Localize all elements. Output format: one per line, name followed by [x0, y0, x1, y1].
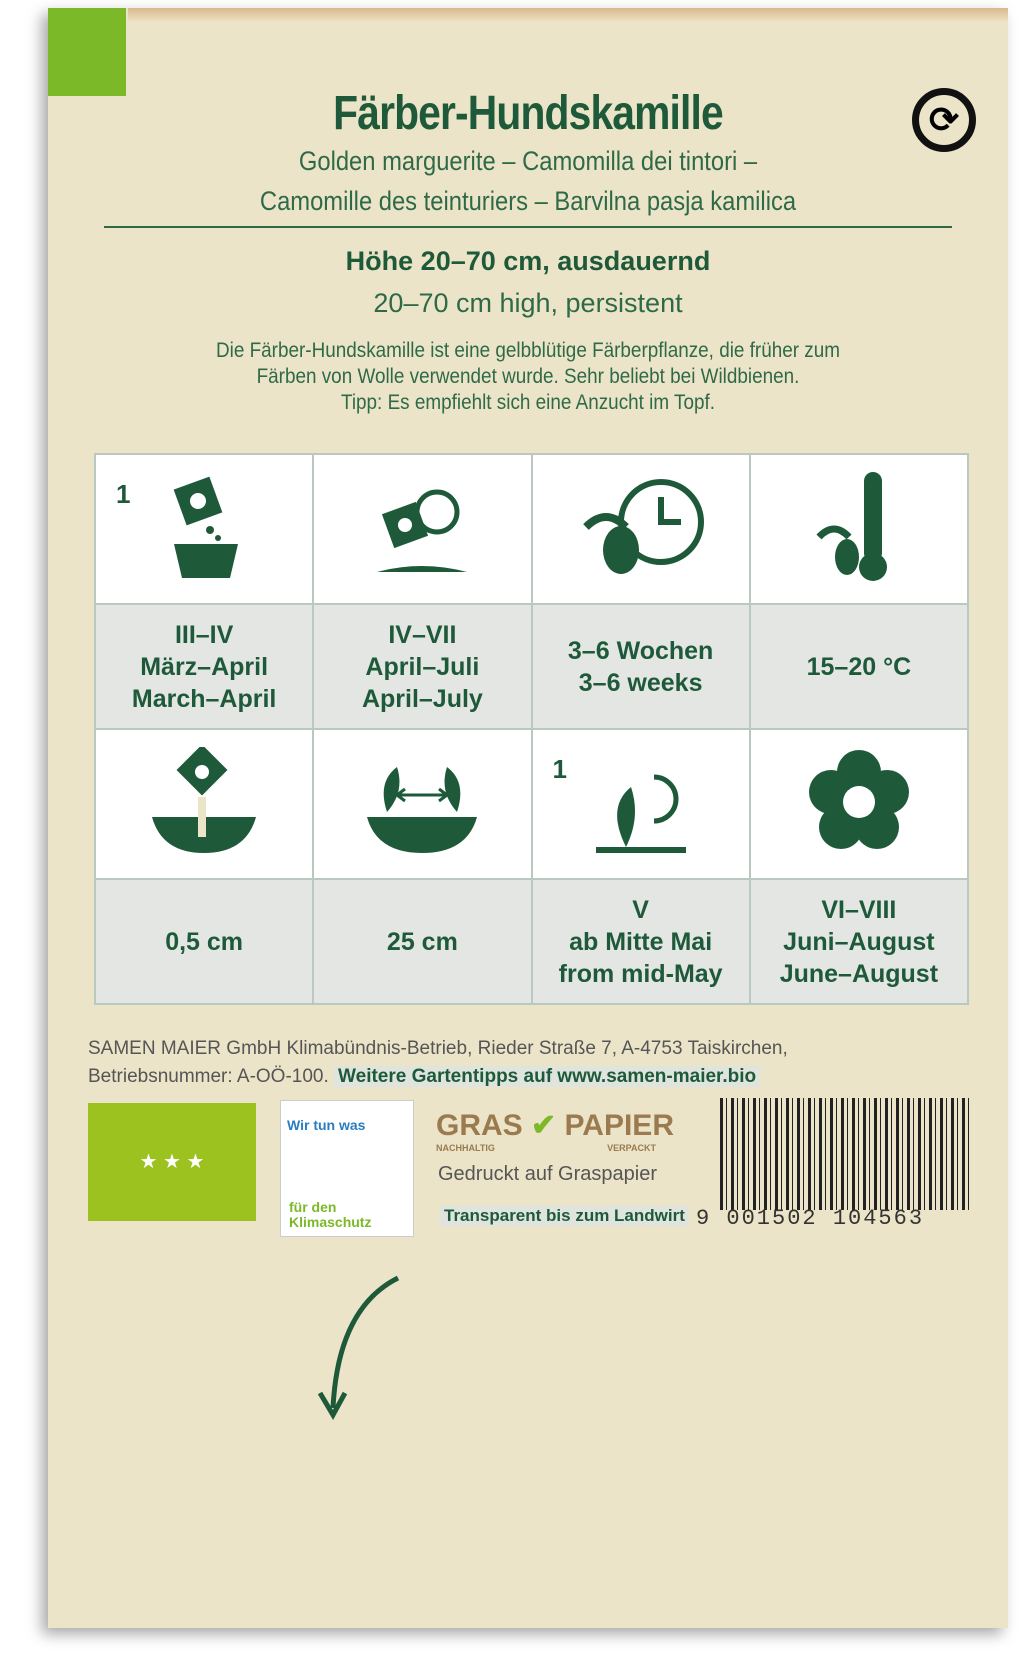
- arrow-down-icon: [317, 1275, 400, 1421]
- germination-temperature-icon: [748, 453, 970, 605]
- germination-time-icon: [530, 453, 751, 605]
- planting-out-icon: 1: [530, 728, 751, 880]
- graspapier-logo: GRAS ✔ PAPIER NACHHALTIG VERPACKT: [436, 1109, 674, 1153]
- eu-organic-logo: ★ ★ ★: [88, 1103, 256, 1221]
- sow-outdoor-icon: [312, 453, 533, 605]
- height-english: 20–70 cm high, persistent: [373, 288, 683, 318]
- divider: [104, 226, 952, 228]
- height-german: Höhe 20–70 cm, ausdauernd: [345, 246, 711, 276]
- description: Die Färber-Hundskamille ist eine gelbblü…: [96, 338, 960, 416]
- seed-packet-back: ⟳ Färber-Hundskamille Golden marguerite …: [48, 8, 1008, 1628]
- green-dot-recycle-icon: ⟳: [912, 88, 976, 152]
- klimabuendnis-logo: Wir tun was für den Klimaschutz: [280, 1100, 414, 1237]
- plant-spacing: 25 cm: [312, 878, 533, 1005]
- sowing-depth: 0,5 cm: [93, 878, 315, 1005]
- printed-on-grass-paper: Gedruckt auf Graspapier: [438, 1163, 657, 1185]
- flowering-period: VI–VIII Juni–August June–August: [748, 878, 970, 1005]
- company-number-line: Betriebsnummer: A-OÖ-100. Weitere Garten…: [88, 1066, 761, 1088]
- sowing-depth-icon: [93, 728, 315, 880]
- footnote-number: 1: [116, 479, 131, 509]
- description-line: Färben von Wolle verwendet wurde. Sehr b…: [256, 365, 800, 388]
- sowing-indoor-period: III–IV März–April March–April: [93, 603, 315, 730]
- company-address: SAMEN MAIER GmbH Klimabündnis-Betrieb, R…: [88, 1038, 788, 1059]
- flower-icon: [748, 728, 970, 880]
- cultivation-grid: 1 III–IV März–April March–April IV–VII Apri…: [93, 453, 970, 1005]
- footnote-number: 1: [552, 754, 567, 784]
- germination-temperature: 15–20 °C: [748, 603, 970, 730]
- brand-color-square: [48, 8, 126, 96]
- description-line: Tipp: Es empfiehlt sich eine Anzucht im …: [340, 391, 715, 414]
- company-number: Betriebsnummer: A-OÖ-100.: [88, 1066, 329, 1087]
- barcode: [720, 1098, 972, 1210]
- plant-spacing-icon: [312, 728, 533, 880]
- sowing-outdoor-period: IV–VII April–Juli April–July: [312, 603, 533, 730]
- product-title: Färber-Hundskamille: [333, 87, 724, 140]
- subtitle-line-1: Golden marguerite – Camomilla dei tintor…: [298, 146, 758, 176]
- website-link[interactable]: Weitere Gartentipps auf www.samen-maier.…: [334, 1066, 761, 1087]
- germination-time: 3–6 Wochen 3–6 weeks: [530, 603, 751, 730]
- sow-in-pot-icon: 1: [93, 453, 315, 605]
- top-edge: [128, 8, 1008, 22]
- transparent-to-farmer-link[interactable]: Transparent bis zum Landwirt: [440, 1206, 689, 1226]
- subtitle-line-2: Camomille des teinturiers – Barvilna pas…: [259, 186, 797, 216]
- barcode-number: 9 001502 104563: [696, 1206, 925, 1231]
- description-line: Die Färber-Hundskamille ist eine gelbblü…: [215, 339, 840, 362]
